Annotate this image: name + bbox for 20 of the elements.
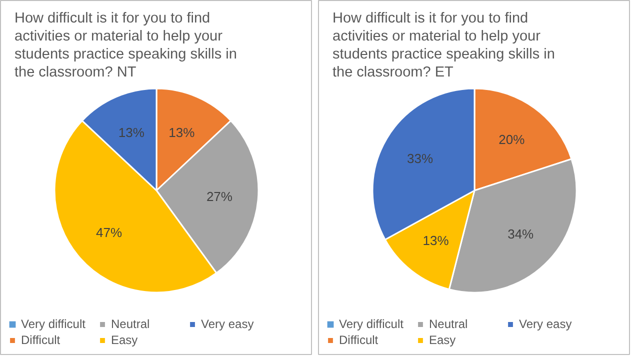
data-label: 33%: [407, 150, 434, 166]
legend-label: Very easy: [201, 317, 255, 331]
data-label: 13%: [422, 232, 450, 248]
data-label: 47%: [96, 224, 123, 240]
legend-label: Neutral: [429, 317, 469, 331]
chart-title: How difficult is it for you to find activities or material to help your students practice speaking skills in the classroom? ET: [332, 10, 555, 80]
legend-label: Easy: [429, 333, 457, 347]
legend-label: Very difficult: [21, 317, 86, 331]
legend-label: Difficult: [21, 333, 62, 347]
data-label: 13%: [168, 124, 196, 140]
data-label: 34%: [508, 226, 534, 242]
legend-label: Neutral: [111, 317, 151, 331]
data-label: 13%: [118, 124, 145, 140]
legend-label: Very easy: [519, 317, 573, 331]
legend-label: Very difficult: [339, 317, 404, 331]
chart-title: How difficult is it for you to find activities or material to help your students practice speaking skills in the classroom? NT: [14, 10, 237, 80]
legend-label: Difficult: [339, 333, 380, 347]
data-label: 20%: [498, 132, 526, 147]
legend-label: Easy: [111, 333, 139, 347]
data-label: 27%: [206, 188, 233, 204]
